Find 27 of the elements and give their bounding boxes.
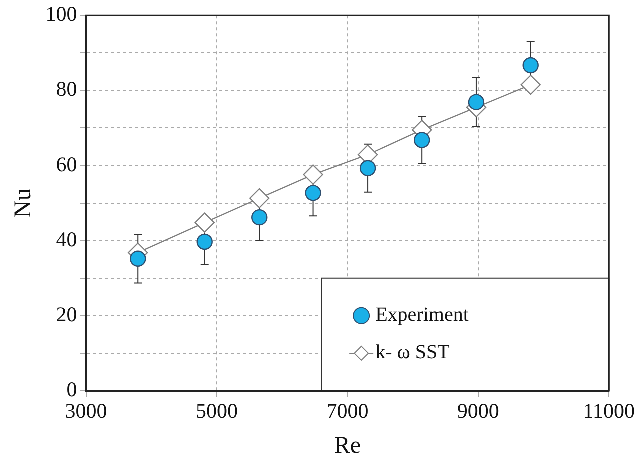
x-tick-label: 11000 [583,399,636,424]
x-tick-label: 7000 [326,399,369,424]
legend-label: k- ω SST [376,342,450,364]
point [468,94,485,110]
point [250,188,270,209]
x-tick-label: 3000 [65,399,108,424]
point [414,132,430,148]
x-axis-title: Re [334,432,362,459]
y-tick-label: 20 [56,302,78,326]
legend-label: Experiment [376,304,470,326]
point [303,164,324,185]
x-tick-label: 9000 [457,399,500,424]
x-tick-label: 5000 [196,399,238,424]
y-tick-label: 60 [56,152,78,176]
point [520,74,541,96]
point [252,209,268,226]
point [194,212,215,233]
point [196,234,213,250]
y-axis-title: Nu [10,188,37,218]
y-tick-label: 0 [66,378,78,402]
point [522,57,539,74]
point [360,160,376,176]
y-tick-label: 100 [46,2,78,26]
point [130,250,146,267]
y-tick-label: 80 [56,77,78,102]
point [305,185,322,202]
y-tick-label: 40 [56,227,78,252]
